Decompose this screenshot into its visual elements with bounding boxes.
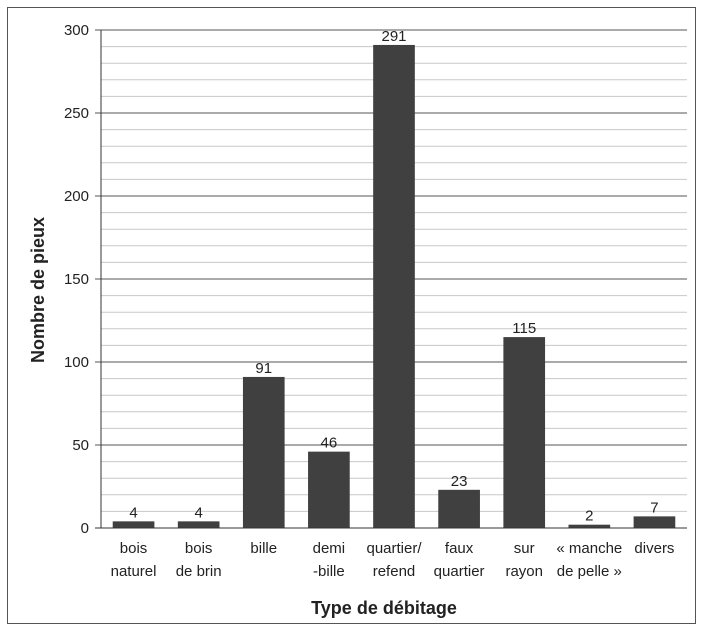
x-category-label-line: de pelle » (557, 563, 622, 580)
x-category-label-line: divers (634, 540, 674, 557)
data-label: 4 (129, 504, 137, 521)
bar (308, 451, 350, 528)
x-category-label-line: de brin (176, 563, 222, 580)
x-category-label: bille (250, 540, 277, 557)
data-label: 91 (255, 360, 272, 377)
x-category-label-line: rayon (505, 563, 543, 580)
x-category-label: sur rayon (505, 540, 543, 580)
x-category-label-line: -bille (313, 563, 345, 580)
data-label: 291 (381, 28, 406, 45)
y-tick-label: 200 (64, 188, 89, 205)
y-tick-label: 300 (64, 22, 89, 39)
x-category-label-line: refend (373, 563, 416, 580)
chart-frame (7, 7, 696, 624)
x-category-label-line: bille (250, 540, 277, 557)
bar (633, 516, 676, 528)
x-category-label-line: faux (445, 540, 474, 557)
bar (177, 521, 220, 528)
bar (242, 376, 285, 528)
axis-layer: 0 50 100 150 200 250 300 (64, 22, 687, 537)
x-category-label-line: quartier/ (366, 540, 422, 557)
labels-layer: 4 bois naturel 4 bois de brin 91 bille 46 demi -bi… (111, 28, 675, 580)
y-tick-label: 0 (81, 520, 89, 537)
data-label: 115 (512, 320, 536, 337)
y-tick-label: 150 (64, 271, 89, 288)
y-tick-label: 250 (64, 105, 89, 122)
data-label: 2 (585, 508, 593, 525)
y-axis-title: Nombre de pieux (28, 217, 48, 363)
x-category-label: divers (634, 540, 674, 557)
x-category-label: bois de brin (176, 540, 222, 580)
x-category-label-line: naturel (111, 563, 157, 580)
bars-layer (112, 44, 676, 528)
x-category-label-line: bois (120, 540, 148, 557)
bar (568, 524, 611, 528)
bar (503, 337, 546, 528)
y-tick-label: 100 (64, 354, 89, 371)
x-category-label-line: quartier (434, 563, 485, 580)
bar (112, 521, 155, 528)
x-category-label-line: bois (185, 540, 213, 557)
x-category-label: faux quartier (434, 540, 485, 580)
x-category-label: quartier/refend (366, 540, 422, 580)
x-axis-title: Type de débitage (311, 598, 457, 618)
data-label: 46 (321, 435, 338, 452)
x-category-label-line: sur (514, 540, 535, 557)
x-category-label: « manche de pelle » (556, 540, 622, 580)
data-label: 23 (451, 473, 468, 490)
bar (373, 44, 415, 528)
x-category-label-line: demi (313, 540, 346, 557)
x-category-label: bois naturel (111, 540, 157, 580)
data-label: 4 (194, 504, 202, 521)
data-label: 7 (650, 499, 658, 516)
x-category-label: demi -bille (313, 540, 346, 580)
bar (438, 489, 480, 528)
y-tick-label: 50 (72, 437, 89, 454)
x-category-label-line: « manche (556, 540, 622, 557)
